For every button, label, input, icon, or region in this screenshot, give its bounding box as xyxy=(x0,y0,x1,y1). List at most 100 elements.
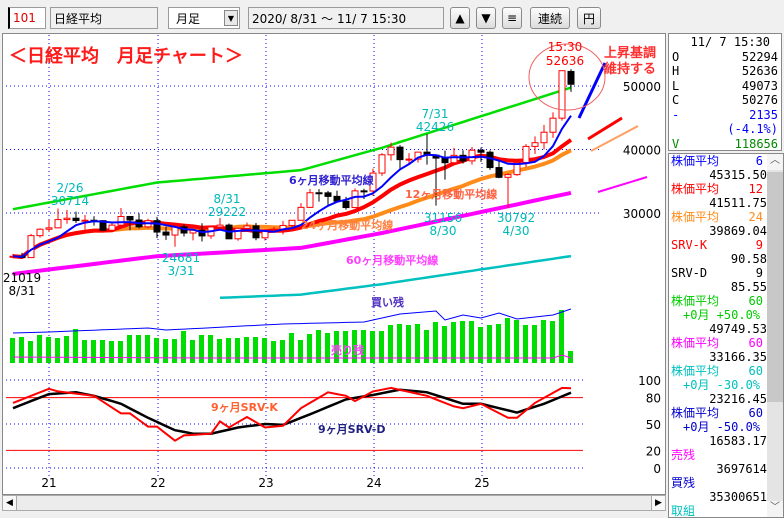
menu-button[interactable]: ≡ xyxy=(502,7,522,29)
indicator-value: 16583.17 xyxy=(709,434,767,448)
scroll-left-arrow-icon[interactable]: ◀ xyxy=(3,496,17,510)
candle xyxy=(540,124,548,150)
candle xyxy=(153,216,161,239)
sell-balance-label: 売り残 xyxy=(331,343,364,357)
indicator-item[interactable]: 株価平均 60 +0月 -30.0% 23216.45 xyxy=(671,364,767,406)
volume-bar xyxy=(460,321,465,363)
indicator-item[interactable]: 取組 xyxy=(671,504,767,518)
volume-bar xyxy=(118,341,123,363)
volume-bar xyxy=(451,322,456,363)
candle xyxy=(72,211,80,224)
change-value: 2135 xyxy=(749,107,778,122)
indicator-item[interactable]: 株価平均 60 33166.35 xyxy=(671,336,767,364)
candle-body xyxy=(567,70,575,85)
indicator-item[interactable]: 売残 3697614 xyxy=(671,448,767,476)
price-annotation: 42426 xyxy=(416,120,454,134)
comment-line2: 維持する xyxy=(604,61,656,77)
volume-bar xyxy=(19,337,24,363)
chart-svg: 21 22 23 24 25 50000 40000 30000 100 80 50 20 0 15:30… xyxy=(3,35,661,490)
chevron-down-icon[interactable]: ▼ xyxy=(224,10,238,26)
candle-body xyxy=(288,219,296,226)
scroll-right-arrow-icon[interactable]: ▶ xyxy=(651,496,665,510)
volume-bar xyxy=(28,341,33,363)
code-field[interactable]: 101 xyxy=(8,7,46,29)
ma60-projection xyxy=(597,176,648,193)
price-annotation: 7/31 xyxy=(422,107,449,121)
candle-body xyxy=(378,154,386,174)
price-annotation: 30714 xyxy=(51,194,89,208)
indicator-item[interactable]: 株価平均 60 +0月 -50.0% 16583.17 xyxy=(671,406,767,448)
volume-bar xyxy=(100,340,105,363)
indicator-item[interactable]: SRV-K 9 90.58 xyxy=(671,238,767,266)
candle-body xyxy=(297,206,305,221)
candle xyxy=(549,112,557,138)
period-select[interactable]: 月足 ▼ xyxy=(168,7,240,29)
candle-body xyxy=(36,228,44,237)
volume-bar xyxy=(46,337,51,363)
volume-bar xyxy=(208,335,213,363)
volume-bar xyxy=(379,331,384,363)
candle-body xyxy=(216,224,224,228)
yen-button[interactable]: 円 xyxy=(577,7,601,29)
chart-area[interactable]: 21 22 23 24 25 50000 40000 30000 100 80 50 20 0 15:30… xyxy=(2,33,666,495)
comment-line1: 上昇基調 xyxy=(604,45,656,61)
indicator-list: 株価平均 6 45315.50 株価平均 12 41511.75 株価平均 24 39869… xyxy=(668,153,784,518)
candle xyxy=(477,147,485,162)
indicator-value: 23216.45 xyxy=(709,392,767,406)
indicator-offset: +0月 -30.0% xyxy=(683,378,761,392)
price-annotation: 4/30 xyxy=(503,224,530,238)
indicator-item[interactable]: 株価平均 24 39869.04 xyxy=(671,210,767,238)
price-annotation: 24681 xyxy=(162,251,200,265)
scroll-up-arrow-icon[interactable]: ︿ xyxy=(767,154,783,170)
indicator-scrollbar[interactable]: ︿ ﹀ xyxy=(767,154,783,517)
indicator-item[interactable]: 株価平均 6 45315.50 xyxy=(671,154,767,182)
volume-bar xyxy=(514,320,519,363)
ma60-label: 60ヶ月移動平均線 xyxy=(346,253,438,267)
candle-body xyxy=(324,192,332,197)
indicator-item[interactable]: 株価平均 60 +0月 +50.0% 49749.53 xyxy=(671,294,767,336)
volume-bar xyxy=(307,334,312,363)
indicator-name: 取組 xyxy=(671,504,696,518)
srv-tick-label: 80 xyxy=(646,392,661,406)
candle xyxy=(396,145,404,171)
srv-tick-label: 50 xyxy=(646,418,661,432)
indicator-name: 売残 xyxy=(671,448,696,462)
candle xyxy=(306,189,314,208)
scroll-down-button[interactable]: ▼ xyxy=(476,7,496,29)
volume-bar xyxy=(424,330,429,363)
candle-body xyxy=(351,190,359,209)
indicator-item[interactable]: 株価平均 12 41511.75 xyxy=(671,182,767,210)
volume-bar xyxy=(532,325,537,363)
indicator-name: 株価平均 xyxy=(671,154,720,168)
volume-bar xyxy=(127,335,132,363)
indicator-item[interactable]: 買残 35300651 xyxy=(671,476,767,504)
indicator-param: 60 xyxy=(748,364,763,378)
open-label: O xyxy=(672,49,680,64)
price-annotation: 3/31 xyxy=(168,264,195,278)
scroll-up-button[interactable]: ▲ xyxy=(450,7,470,29)
candle xyxy=(504,173,512,208)
candle xyxy=(108,222,116,233)
change-label: - xyxy=(672,107,680,122)
scroll-down-arrow-icon[interactable]: ﹀ xyxy=(767,501,783,517)
info-datetime: 11/ 7 15:30 xyxy=(690,35,770,49)
ma12-label: 12ヶ月移動平均線 xyxy=(405,187,497,201)
indicator-item[interactable]: SRV-D 9 85.55 xyxy=(671,266,767,294)
highlight-circle xyxy=(528,43,606,111)
volume-bar xyxy=(370,331,375,363)
volume-bar xyxy=(505,318,510,363)
volume-bar xyxy=(478,327,483,363)
continuous-button[interactable]: 連続 xyxy=(530,7,570,29)
candle xyxy=(36,228,44,238)
scrollbar-thumb[interactable] xyxy=(767,172,783,402)
close-value: 50276 xyxy=(741,93,778,107)
srv-d-label: 9ヶ月SRV-D xyxy=(318,423,385,436)
candle-body xyxy=(540,131,548,144)
volume-bar xyxy=(271,341,276,363)
candle xyxy=(27,233,35,259)
volume-bar xyxy=(343,331,348,363)
horizontal-scrollbar[interactable]: ◀ ▶ xyxy=(2,495,666,511)
x-tick-label: 24 xyxy=(366,476,381,490)
volume-bar xyxy=(568,351,573,363)
volume-bar xyxy=(10,338,15,363)
